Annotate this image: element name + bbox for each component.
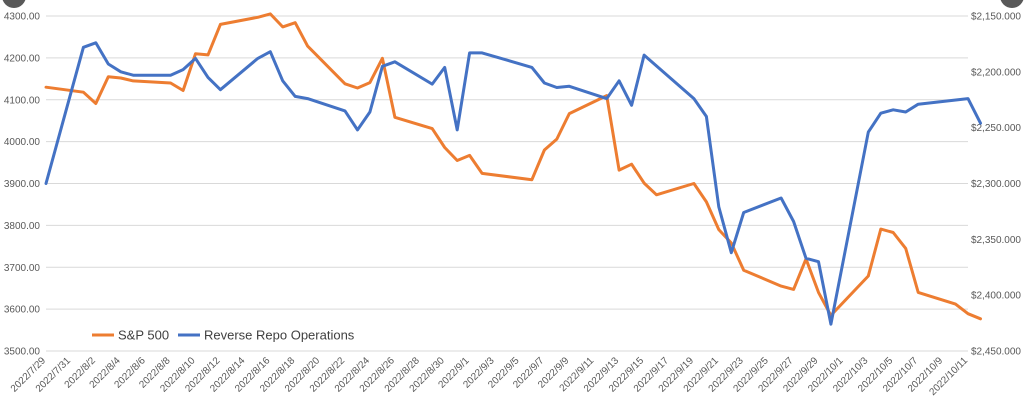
right-axis-tick-label: $2,300.000 (971, 179, 1021, 190)
corner-mark-right (1000, 0, 1024, 8)
gridlines (46, 15, 968, 352)
right-axis-tick-label: $2,350.000 (971, 235, 1021, 246)
right-axis-tick-label: $2,150.000 (971, 12, 1021, 23)
series-line-reverse-repo (44, 41, 982, 326)
right-axis-tick-label: $2,200.000 (971, 67, 1021, 78)
left-axis-ticks: 3500.00 3600.00 3700.00 3800.00 3900.00 4000.… (4, 12, 41, 358)
x-axis-ticks: 2022/7/292022/7/312022/8/22022/8/42022/8… (9, 355, 971, 398)
left-axis-tick-label: 4300.00 (4, 12, 41, 23)
legend-label: Reverse Repo Operations (204, 328, 355, 343)
right-axis-tick-label: $2,250.000 (971, 123, 1021, 134)
left-axis-tick-label: 4100.00 (4, 95, 41, 106)
corner-mark-left (2, 0, 26, 8)
left-axis-tick-label: 3500.00 (4, 347, 41, 358)
left-axis-tick-label: 3900.00 (4, 179, 41, 190)
legend: S&P 500 Reverse Repo Operations (92, 328, 355, 343)
left-axis-tick-label: 4000.00 (4, 137, 41, 148)
series-line-sp500 (44, 12, 982, 321)
right-axis-tick-label: $2,450.000 (971, 347, 1021, 358)
left-axis-tick-label: 3700.00 (4, 263, 41, 274)
right-axis-ticks: $2,150.000 $2,200.000 $2,250.000 $2,300.000… (971, 12, 1021, 358)
left-axis-tick-label: 3600.00 (4, 305, 41, 316)
legend-label: S&P 500 (118, 328, 169, 343)
series-layer (44, 12, 982, 326)
right-axis-tick-label: $2,400.000 (971, 291, 1021, 302)
left-axis-tick-label: 4200.00 (4, 53, 41, 64)
left-axis-tick-label: 3800.00 (4, 221, 41, 232)
